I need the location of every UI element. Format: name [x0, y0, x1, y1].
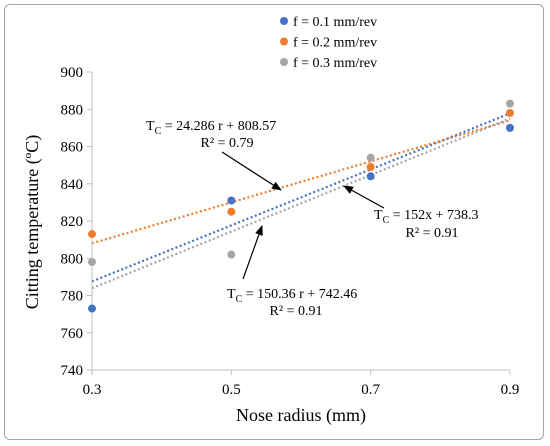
legend-marker [280, 58, 288, 66]
legend-marker [280, 37, 288, 46]
x-tick-label: 0.7 [361, 382, 380, 398]
y-tick-label: 880 [61, 102, 84, 118]
trendlines [91, 112, 511, 290]
y-tick-label: 800 [61, 251, 84, 267]
y-axis-title: Citting temperature (ºC) [22, 135, 43, 310]
data-point-series-3 [227, 250, 236, 259]
y-tick-label: 900 [61, 65, 84, 81]
data-point-series-1 [506, 123, 514, 132]
annotation-r2: R² = 0.91 [406, 226, 459, 241]
tick-labels: 740 760 780 800 820 840 860 880 900 0.3 0.5 0.7 0.9 [61, 65, 520, 398]
y-tick-label: 860 [61, 140, 84, 156]
data-point-series-2 [506, 108, 514, 117]
annotation-r2: R² = 0.79 [201, 136, 254, 151]
legend-label: f = 0.1 mm/rev [293, 15, 377, 30]
annotation-equation: TC = 152x + 738.3 [374, 208, 479, 226]
annotation-equation: TC = 150.36 r + 742.46 [227, 287, 357, 305]
data-points [88, 99, 514, 313]
annotation-orange-fit: TC = 24.286 r + 808.57 R² = 0.79 [146, 119, 282, 191]
data-point-series-2 [227, 207, 236, 216]
annotation-arrow [221, 151, 282, 191]
annotation-equation: TC = 24.286 r + 808.57 [146, 119, 276, 137]
y-tick-label: 780 [61, 289, 84, 305]
data-point-series-2 [366, 162, 375, 171]
data-point-series-3 [88, 257, 96, 266]
trendline-series-3 [91, 117, 511, 290]
y-tick-label: 740 [61, 363, 84, 379]
legend-label: f = 0.3 mm/rev [293, 56, 377, 71]
x-tick-label: 0.9 [501, 382, 520, 398]
legend-label: f = 0.2 mm/rev [293, 36, 377, 51]
annotation-arrow [242, 225, 263, 280]
data-point-series-2 [88, 230, 96, 239]
x-tick-label: 0.5 [222, 382, 241, 398]
annotation-gray-fit: TC = 152x + 738.3 R² = 0.91 [343, 185, 479, 241]
trendline-series-2 [91, 119, 511, 245]
legend: f = 0.1 mm/rev f = 0.2 mm/rev f = 0.3 mm/r… [280, 15, 377, 71]
annotation-r2: R² = 0.91 [270, 304, 323, 319]
annotation-arrow [343, 185, 385, 209]
data-point-series-3 [506, 99, 514, 108]
y-tick-label: 760 [61, 326, 84, 342]
legend-marker [280, 17, 288, 25]
data-point-series-1 [366, 172, 375, 181]
data-point-series-1 [88, 304, 96, 313]
data-point-series-1 [227, 196, 236, 205]
chart-frame [4, 4, 544, 440]
data-point-series-3 [366, 153, 375, 162]
x-axis-title: Nose radius (mm) [236, 405, 366, 426]
trendline-series-1 [91, 112, 511, 283]
annotation-blue-fit: TC = 150.36 r + 742.46 R² = 0.91 [227, 225, 357, 319]
x-tick-label: 0.3 [83, 382, 102, 398]
y-tick-label: 840 [61, 177, 84, 193]
y-tick-label: 820 [61, 214, 84, 230]
